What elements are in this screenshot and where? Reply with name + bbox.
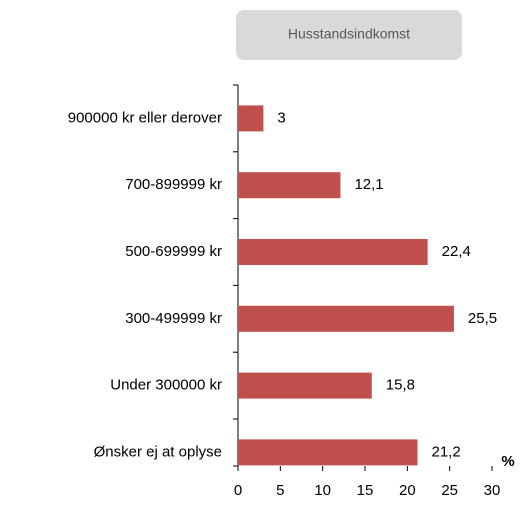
bar <box>238 372 372 399</box>
bar <box>238 439 418 466</box>
bar <box>238 239 428 265</box>
y-tick-label: 900000 kr eller derover <box>68 109 222 126</box>
y-tick-label: 300-499999 kr <box>125 310 222 327</box>
x-tick-label: 5 <box>276 482 284 499</box>
bar <box>238 172 341 199</box>
value-label: 12,1 <box>354 176 383 193</box>
y-tick-label: 500-699999 kr <box>125 243 222 260</box>
title-box <box>236 10 462 60</box>
chart-title: Husstandsindkomst <box>288 26 410 42</box>
value-label: 3 <box>277 109 285 126</box>
x-axis-label: % <box>501 453 514 470</box>
value-label: 15,8 <box>386 377 415 394</box>
x-tick-label: 25 <box>441 482 458 499</box>
x-tick-label: 10 <box>314 482 331 499</box>
x-tick-label: 30 <box>484 482 501 499</box>
value-label: 25,5 <box>468 310 497 327</box>
x-tick-label: 15 <box>357 482 374 499</box>
x-tick-label: 0 <box>234 482 242 499</box>
value-label: 21,2 <box>431 443 460 460</box>
value-label: 22,4 <box>442 243 471 260</box>
bar <box>238 105 264 132</box>
y-tick-label: 700-899999 kr <box>125 176 222 193</box>
y-tick-label: Ønsker ej at oplyse <box>94 443 222 460</box>
y-tick-label: Under 300000 kr <box>110 377 222 394</box>
bar <box>238 305 454 332</box>
x-tick-label: 20 <box>399 482 416 499</box>
